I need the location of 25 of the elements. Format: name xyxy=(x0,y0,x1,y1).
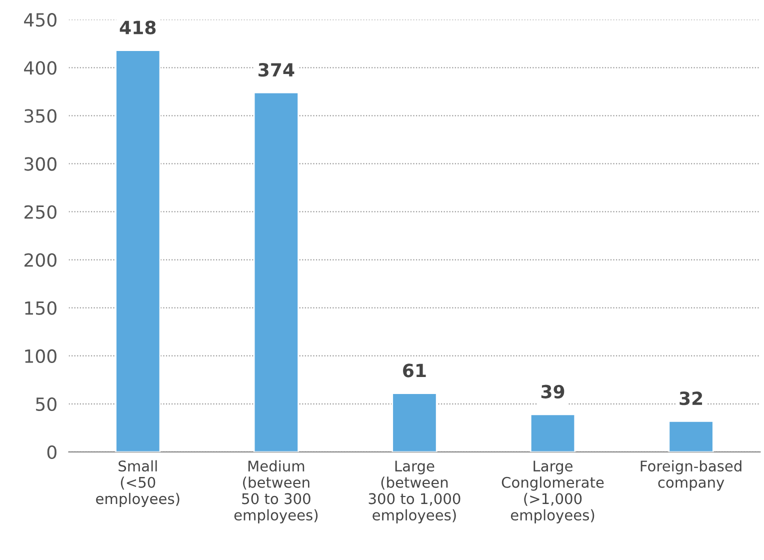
y-tick-label: 400 xyxy=(24,61,56,75)
x-tick-label: Foreign-based company xyxy=(640,460,742,491)
data-label: 61 xyxy=(403,364,426,378)
x-tick-label: Large Conglomerate (>1,000 employees) xyxy=(502,460,604,524)
data-label: 32 xyxy=(680,392,702,406)
y-tick-label: 200 xyxy=(24,253,56,267)
x-tick-label: Medium (between 50 to 300 employees) xyxy=(234,460,318,524)
x-tick-label: Large (between 300 to 1,000 employees) xyxy=(368,460,460,524)
bar xyxy=(253,92,300,452)
data-label: 418 xyxy=(120,20,156,34)
bar xyxy=(392,392,438,452)
y-tick-label: 0 xyxy=(47,445,56,460)
x-tick-label: Small (<50 employees) xyxy=(96,460,180,508)
y-tick-label: 450 xyxy=(24,13,56,27)
y-tick-label: 350 xyxy=(24,109,56,123)
y-tick-label: 50 xyxy=(36,397,56,411)
y-tick-label: 250 xyxy=(24,205,56,219)
y-tick-label: 150 xyxy=(25,301,56,315)
data-label: 374 xyxy=(258,62,294,77)
y-tick-label: 300 xyxy=(24,157,56,171)
data-label: 39 xyxy=(541,384,564,398)
bar xyxy=(115,50,161,452)
y-tick-label: 100 xyxy=(25,349,56,363)
bar xyxy=(668,420,714,452)
bar xyxy=(530,414,576,452)
